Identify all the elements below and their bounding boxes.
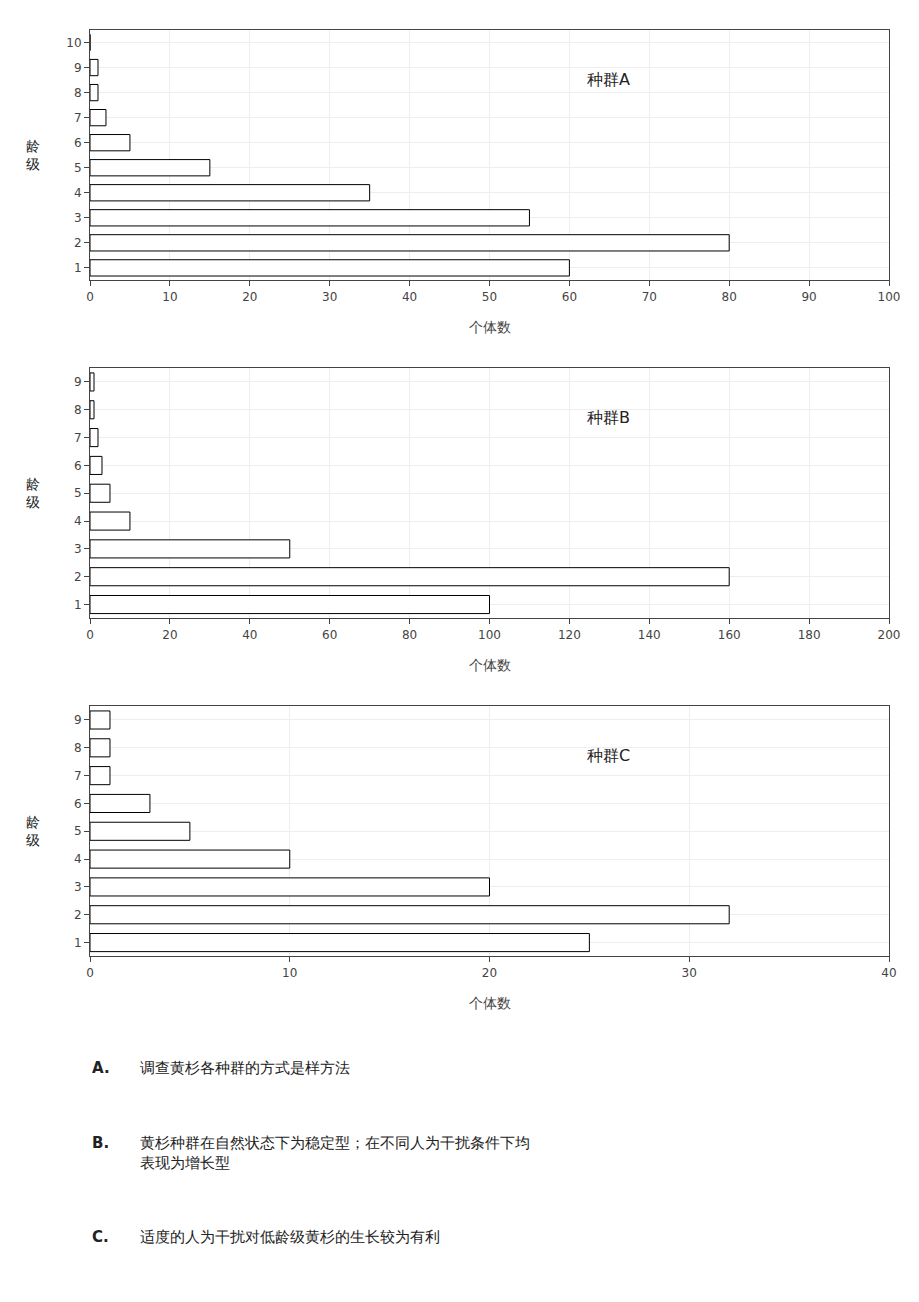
svg-text:0: 0 [86, 628, 94, 642]
svg-text:龄级: 龄级 [26, 814, 40, 848]
svg-text:180: 180 [798, 628, 821, 642]
svg-text:4: 4 [74, 186, 82, 200]
svg-text:10: 10 [162, 290, 177, 304]
svg-text:8: 8 [74, 86, 82, 100]
svg-text:种群B: 种群B [587, 408, 630, 427]
svg-text:1: 1 [74, 261, 82, 275]
svg-text:80: 80 [402, 628, 417, 642]
svg-text:80: 80 [722, 290, 737, 304]
svg-text:200: 200 [878, 628, 901, 642]
svg-text:5: 5 [74, 161, 82, 175]
svg-text:10: 10 [66, 36, 81, 50]
svg-text:C.: C. [92, 1228, 109, 1246]
svg-text:3: 3 [74, 211, 82, 225]
svg-text:8: 8 [74, 741, 82, 755]
svg-text:30: 30 [682, 966, 697, 980]
svg-text:50: 50 [482, 290, 497, 304]
svg-text:7: 7 [74, 431, 82, 445]
svg-text:6: 6 [74, 136, 82, 150]
svg-text:5: 5 [74, 824, 82, 838]
svg-text:9: 9 [74, 61, 82, 75]
svg-text:3: 3 [74, 542, 82, 556]
svg-text:2: 2 [74, 908, 82, 922]
svg-text:40: 40 [242, 628, 257, 642]
svg-text:160: 160 [718, 628, 741, 642]
svg-text:龄级: 龄级 [26, 476, 40, 510]
svg-text:龄级: 龄级 [26, 138, 40, 172]
svg-text:黄杉种群在自然状态下为稳定型；在不同人为干扰条件下均表现为增: 黄杉种群在自然状态下为稳定型；在不同人为干扰条件下均表现为增长型 [140, 1134, 530, 1172]
svg-text:个体数: 个体数 [469, 995, 511, 1011]
svg-text:100: 100 [878, 290, 901, 304]
svg-text:适度的人为干扰对低龄级黄杉的生长较为有利: 适度的人为干扰对低龄级黄杉的生长较为有利 [140, 1228, 440, 1246]
svg-text:60: 60 [562, 290, 577, 304]
svg-text:120: 120 [558, 628, 581, 642]
svg-text:7: 7 [74, 111, 82, 125]
svg-text:4: 4 [74, 852, 82, 866]
svg-text:B.: B. [92, 1134, 109, 1152]
svg-text:4: 4 [74, 514, 82, 528]
svg-text:3: 3 [74, 880, 82, 894]
svg-text:7: 7 [74, 769, 82, 783]
svg-text:0: 0 [86, 966, 94, 980]
svg-text:2: 2 [74, 236, 82, 250]
svg-text:种群A: 种群A [587, 70, 630, 89]
svg-text:100: 100 [478, 628, 501, 642]
svg-text:调查黄杉各种群的方式是样方法: 调查黄杉各种群的方式是样方法 [140, 1059, 350, 1077]
svg-text:2: 2 [74, 570, 82, 584]
svg-text:10: 10 [282, 966, 297, 980]
svg-text:140: 140 [638, 628, 661, 642]
svg-text:A.: A. [92, 1059, 110, 1077]
svg-text:个体数: 个体数 [469, 657, 511, 673]
svg-text:0: 0 [86, 290, 94, 304]
svg-text:40: 40 [402, 290, 417, 304]
svg-text:种群C: 种群C [587, 746, 630, 765]
svg-text:1: 1 [74, 936, 82, 950]
svg-text:1: 1 [74, 598, 82, 612]
svg-text:6: 6 [74, 459, 82, 473]
svg-text:个体数: 个体数 [469, 319, 511, 335]
svg-text:90: 90 [801, 290, 816, 304]
svg-text:40: 40 [881, 966, 896, 980]
svg-text:30: 30 [322, 290, 337, 304]
svg-text:6: 6 [74, 797, 82, 811]
svg-text:5: 5 [74, 486, 82, 500]
svg-text:9: 9 [74, 713, 82, 727]
svg-text:20: 20 [482, 966, 497, 980]
svg-text:9: 9 [74, 375, 82, 389]
svg-text:20: 20 [242, 290, 257, 304]
svg-text:70: 70 [642, 290, 657, 304]
svg-text:8: 8 [74, 403, 82, 417]
svg-text:60: 60 [322, 628, 337, 642]
svg-text:20: 20 [162, 628, 177, 642]
